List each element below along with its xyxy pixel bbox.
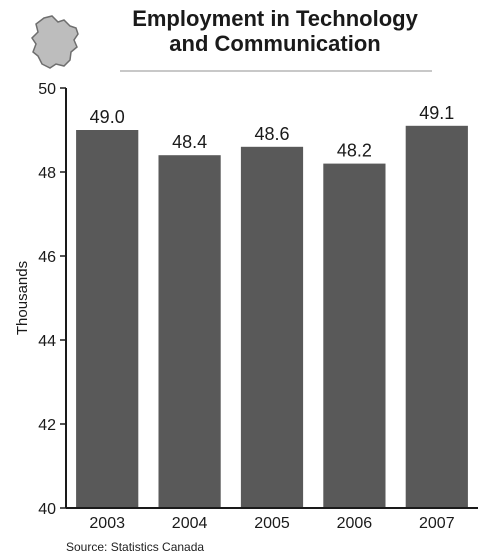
bar-2005	[240, 146, 304, 509]
value-labels: 49.0 48.4 48.6 48.2 49.1	[90, 103, 455, 161]
title-underline	[120, 70, 432, 72]
province-map-icon	[31, 15, 79, 69]
value-label: 49.0	[90, 107, 125, 127]
value-label: 49.1	[419, 103, 454, 123]
x-tick-label: 2006	[337, 515, 373, 532]
y-tick-label: 42	[38, 417, 56, 434]
source-note: Source: Statistics Canada	[66, 540, 205, 554]
value-label: 48.4	[172, 132, 207, 152]
x-tick-label: 2005	[254, 515, 290, 532]
y-tick-label: 46	[38, 249, 56, 266]
x-tick-label: 2004	[172, 515, 208, 532]
y-tick-label: 40	[38, 501, 56, 518]
x-tick-label: 2003	[89, 515, 125, 532]
y-axis: 40 42 44 46 48 50	[38, 81, 67, 518]
bar-2006	[323, 163, 386, 508]
chart-title: Employment in Technology and Communicati…	[110, 6, 440, 56]
x-axis: 2003 2004 2005 2006 2007	[66, 507, 478, 532]
bar-2007	[405, 125, 468, 509]
bar-2004	[158, 155, 221, 508]
y-tick-label: 48	[38, 165, 56, 182]
y-tick-label: 44	[38, 333, 56, 350]
chart-title-line-1: Employment in Technology	[132, 6, 418, 31]
bar-2003	[76, 130, 139, 508]
y-axis-label: Thousands	[14, 261, 31, 335]
value-label: 48.6	[254, 124, 289, 144]
bars	[76, 125, 468, 509]
value-label: 48.2	[337, 141, 372, 161]
y-tick-label: 50	[38, 81, 56, 98]
chart-title-line-2: and Communication	[169, 31, 381, 56]
x-tick-label: 2007	[419, 515, 455, 532]
